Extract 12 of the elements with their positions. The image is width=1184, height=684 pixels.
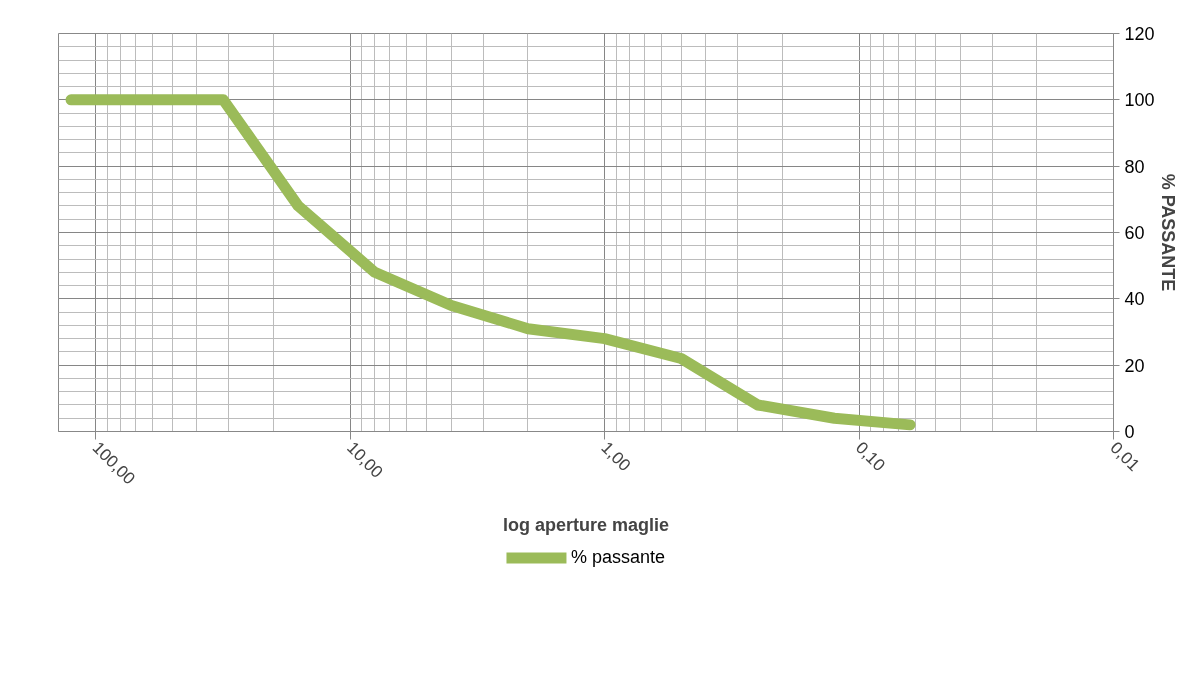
- y-tick-label: 100: [1124, 90, 1155, 111]
- x-axis-title: log aperture maglie: [502, 514, 670, 535]
- x-tick-label: 0,10: [851, 438, 889, 475]
- y-tick-label: 40: [1124, 289, 1145, 310]
- y-tick-label: 20: [1124, 355, 1145, 376]
- x-tick-label: 1,00: [597, 438, 635, 475]
- legend-label: % passante: [570, 546, 666, 568]
- y-tick-label: 120: [1124, 24, 1155, 44]
- y-tick-label: 60: [1124, 223, 1145, 243]
- y-tick-label: 80: [1124, 156, 1145, 177]
- y-tick-label: 0: [1124, 422, 1135, 442]
- y-axis-title: % PASSANTE: [1157, 173, 1178, 292]
